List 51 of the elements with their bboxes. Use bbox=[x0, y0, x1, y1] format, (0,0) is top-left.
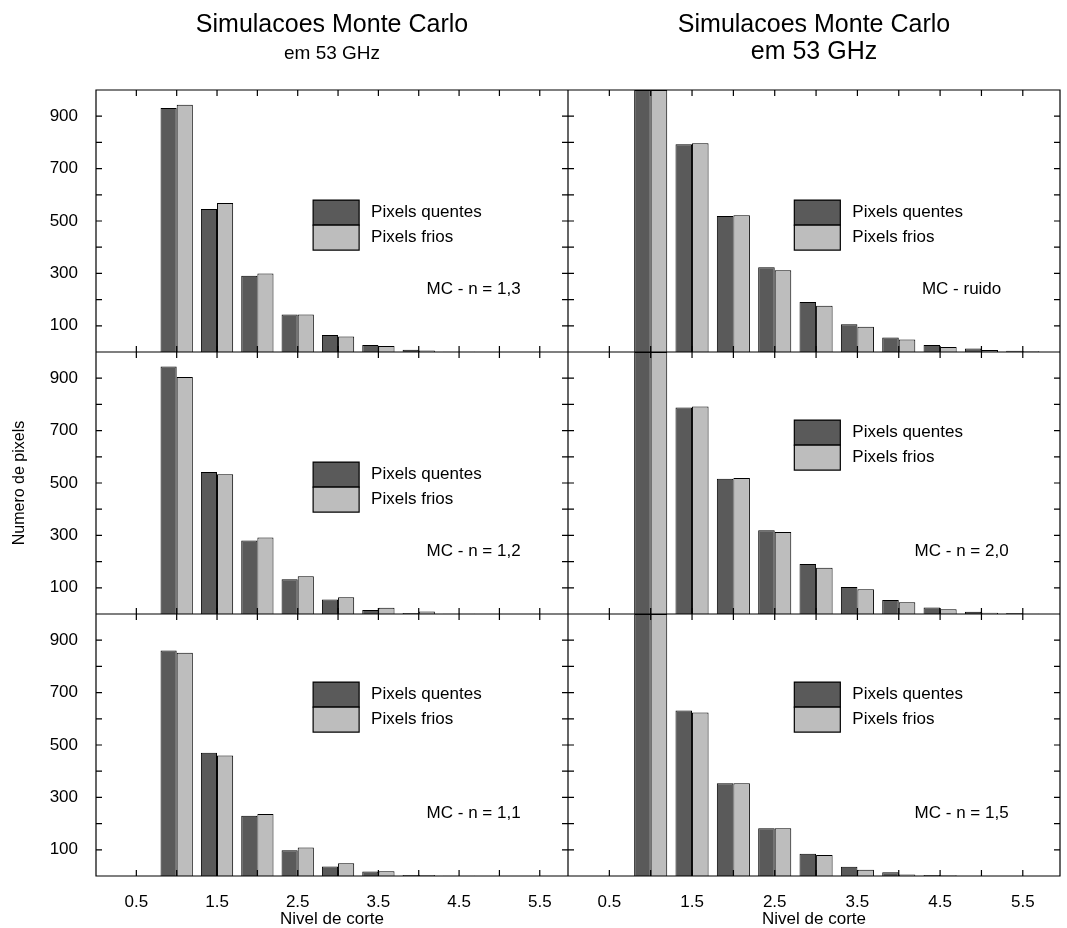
legend-label: Pixels frios bbox=[371, 227, 454, 247]
x-tick-label: 5.5 bbox=[527, 891, 552, 911]
legend-label: Pixels frios bbox=[852, 709, 935, 729]
y-axis-title: Numero de pixels bbox=[10, 420, 28, 546]
y-tick-label: 500 bbox=[49, 472, 78, 492]
chart-title: Simulacoes Monte Carlo bbox=[195, 9, 469, 37]
y-tick-label: 300 bbox=[49, 787, 78, 807]
x-axis-title: Nivel de corte bbox=[280, 909, 384, 928]
legend-label: Pixels quentes bbox=[371, 464, 482, 484]
y-tick-label: 500 bbox=[49, 210, 78, 230]
annotation: MC - n = 1,3 bbox=[426, 278, 521, 298]
annotation: MC - n = 1,2 bbox=[426, 540, 521, 560]
x-tick-label: 4.5 bbox=[447, 891, 471, 911]
chart-subtitle: em 53 GHz bbox=[283, 42, 381, 63]
x-tick-label: 3.5 bbox=[366, 891, 391, 911]
annotation: MC - ruido bbox=[921, 278, 1002, 298]
y-tick-label: 700 bbox=[49, 682, 78, 702]
y-tick-label: 900 bbox=[49, 105, 78, 125]
legend-label: Pixels quentes bbox=[852, 202, 963, 222]
x-tick-label: 1.5 bbox=[205, 891, 229, 911]
legend-label: Pixels frios bbox=[371, 489, 454, 509]
y-tick-label: 500 bbox=[49, 734, 78, 754]
legend-label: Pixels quentes bbox=[371, 202, 482, 222]
y-tick-label: 900 bbox=[49, 367, 78, 387]
legend-label: Pixels quentes bbox=[852, 422, 963, 442]
y-tick-label: 900 bbox=[49, 629, 78, 649]
chart-title: Simulacoes Monte Carlo em 53 GHz bbox=[677, 9, 951, 64]
x-axis-title: Nivel de corte bbox=[762, 909, 866, 928]
x-tick-label: 0.5 bbox=[597, 891, 622, 911]
x-tick-label: 2.5 bbox=[285, 891, 310, 911]
x-tick-label: 1.5 bbox=[680, 891, 704, 911]
y-tick-label: 300 bbox=[49, 263, 78, 283]
legend-label: Pixels frios bbox=[852, 227, 935, 247]
y-tick-label: 100 bbox=[49, 315, 78, 335]
annotation: MC - n = 2,0 bbox=[914, 540, 1009, 560]
x-tick-label: 5.5 bbox=[1010, 891, 1035, 911]
x-tick-label: 0.5 bbox=[124, 891, 149, 911]
x-tick-label: 4.5 bbox=[928, 891, 952, 911]
annotation: MC - n = 1,5 bbox=[914, 802, 1009, 822]
y-tick-label: 100 bbox=[49, 577, 78, 597]
x-tick-label: 2.5 bbox=[762, 891, 787, 911]
x-tick-label: 3.5 bbox=[845, 891, 870, 911]
legend-label: Pixels quentes bbox=[852, 684, 963, 704]
annotation: MC - n = 1,1 bbox=[426, 802, 521, 822]
y-tick-label: 700 bbox=[49, 420, 78, 440]
legend-label: Pixels frios bbox=[371, 709, 454, 729]
y-tick-label: 700 bbox=[49, 158, 78, 178]
legend-label: Pixels quentes bbox=[371, 684, 482, 704]
y-tick-label: 100 bbox=[49, 839, 78, 859]
legend-label: Pixels frios bbox=[852, 447, 935, 467]
y-tick-label: 300 bbox=[49, 525, 78, 545]
